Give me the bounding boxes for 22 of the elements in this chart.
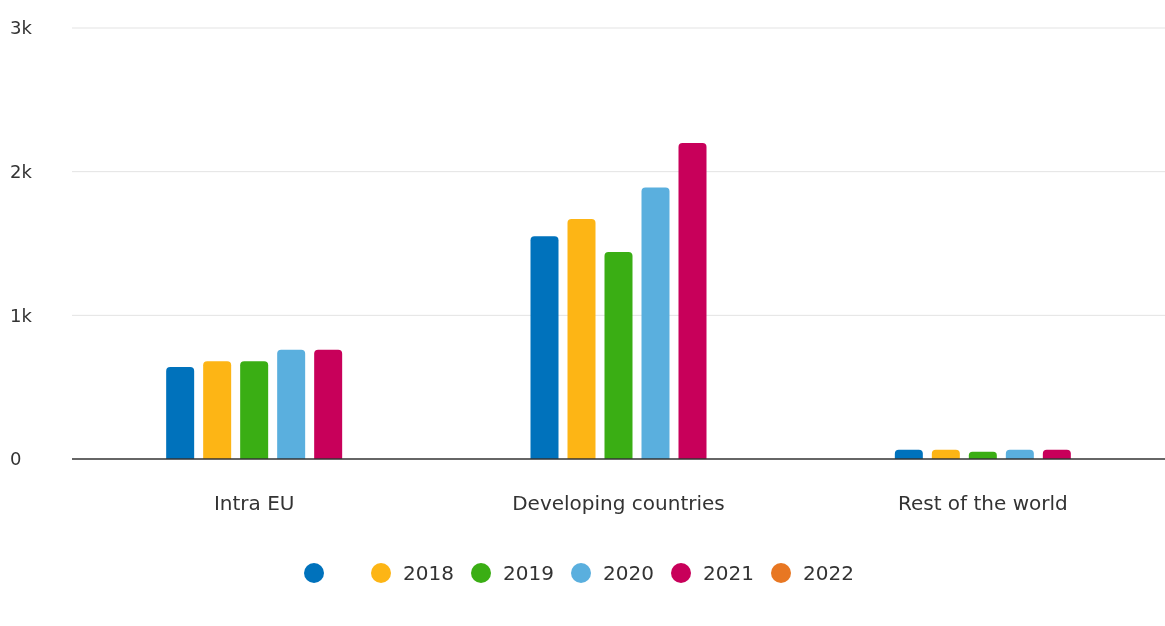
legend-label: 2022	[803, 561, 854, 585]
bar	[240, 361, 269, 459]
y-tick-label: 0	[10, 448, 22, 470]
x-tick-label: Intra EU	[213, 491, 295, 515]
x-tick-label: Developing countries	[512, 491, 725, 515]
bar	[166, 367, 195, 459]
y-tick-label: 3k	[10, 17, 33, 39]
bar	[567, 219, 596, 459]
legend-label: 2018	[403, 561, 454, 585]
y-tick-label: 2k	[10, 160, 33, 182]
legend-label: 2021	[703, 561, 754, 585]
x-tick-label: Rest of the world	[897, 491, 1068, 515]
bar	[277, 349, 306, 459]
legend-label: 2020	[603, 561, 654, 585]
y-tick-label: 1k	[10, 304, 33, 326]
bar	[530, 236, 559, 459]
bar	[203, 361, 232, 459]
bar	[314, 349, 343, 459]
bar	[678, 142, 707, 459]
legend-label: 2019	[503, 561, 554, 585]
bar	[641, 187, 670, 459]
bar	[604, 252, 633, 459]
